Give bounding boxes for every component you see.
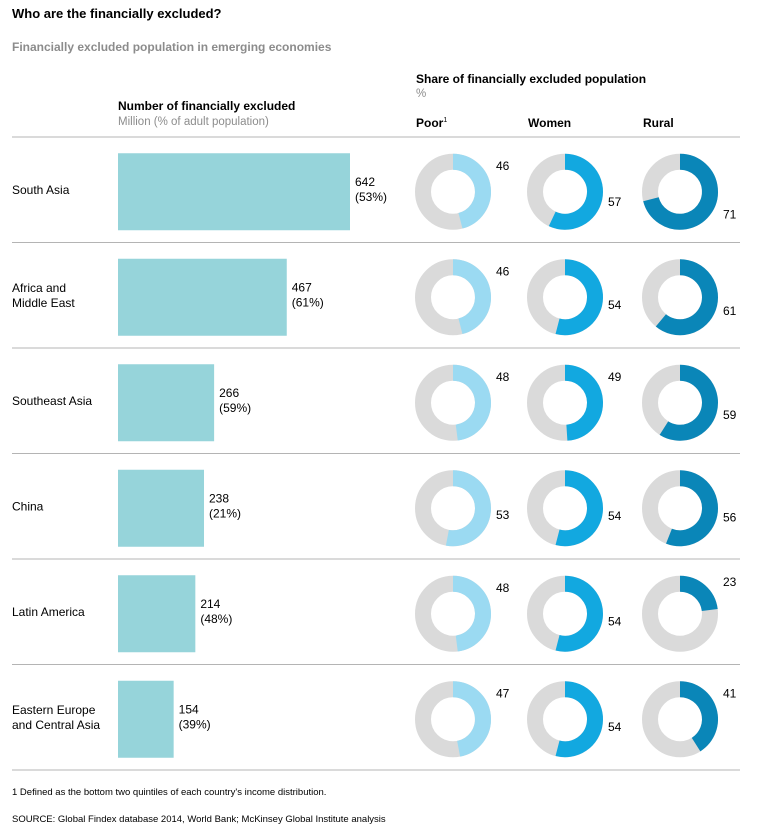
- region-label-africa-and-middle-east-line2: Middle East: [12, 296, 75, 310]
- column-header-poor: Poor1: [416, 116, 447, 130]
- bar-percent-africa-and-middle-east: (61%): [292, 295, 324, 309]
- bar-chart-header: Number of financially excluded: [118, 99, 296, 113]
- donut-value-rural-eastern-europe-and-central-asia: 41: [723, 686, 737, 700]
- donut-slice-poor-south-asia: [452, 153, 491, 229]
- bar-value-southeast-asia: 266: [219, 386, 239, 400]
- region-label-southeast-asia: Southeast Asia: [12, 394, 92, 408]
- bar-percent-eastern-europe-and-central-asia: (39%): [179, 717, 211, 731]
- donut-value-women-latin-america: 54: [608, 614, 622, 628]
- bar-africa-and-middle-east: [118, 258, 287, 336]
- donut-value-women-africa-and-middle-east: 54: [608, 298, 622, 312]
- region-label-south-asia: South Asia: [12, 183, 70, 197]
- bar-percent-latin-america: (48%): [200, 612, 232, 626]
- donut-slice-rural-eastern-europe-and-central-asia: [679, 681, 718, 752]
- chart-title: Who are the financially excluded?: [12, 6, 222, 21]
- donut-slice-women-eastern-europe-and-central-asia: [555, 681, 603, 758]
- donut-slice-women-china: [555, 470, 603, 547]
- donut-value-women-south-asia: 57: [608, 195, 622, 209]
- donut-value-rural-africa-and-middle-east: 61: [723, 304, 737, 318]
- donut-slice-poor-eastern-europe-and-central-asia: [452, 681, 491, 757]
- share-header: Share of financially excluded population: [416, 72, 647, 86]
- bar-percent-south-asia: (53%): [355, 190, 387, 204]
- donut-value-rural-south-asia: 71: [723, 208, 737, 222]
- bar-value-africa-and-middle-east: 467: [292, 280, 312, 294]
- donut-slice-rural-south-asia: [643, 153, 718, 230]
- footnote-marker: 1: [443, 117, 448, 124]
- donut-value-poor-southeast-asia: 48: [496, 370, 510, 384]
- donut-slice-women-latin-america: [555, 575, 603, 652]
- share-unit: %: [416, 88, 427, 100]
- column-header-poor-label: Poor: [416, 116, 444, 130]
- donut-slice-rural-china: [666, 470, 718, 547]
- donut-slice-women-southeast-asia: [564, 364, 603, 441]
- donut-slice-rural-latin-america: [679, 575, 718, 612]
- region-label-eastern-europe-and-central-asia-line1: Eastern Europe: [12, 703, 96, 717]
- bar-south-asia: [118, 153, 350, 231]
- donut-value-women-eastern-europe-and-central-asia: 54: [608, 720, 622, 734]
- donut-value-women-southeast-asia: 49: [608, 370, 622, 384]
- donut-value-poor-china: 53: [496, 508, 510, 522]
- donut-value-rural-latin-america: 23: [723, 575, 737, 589]
- region-label-latin-america: Latin America: [12, 605, 85, 619]
- footnote: 1 Defined as the bottom two quintiles of…: [12, 787, 327, 798]
- donut-slice-poor-southeast-asia: [452, 364, 491, 441]
- donut-slice-women-africa-and-middle-east: [555, 259, 603, 336]
- bar-percent-china: (21%): [209, 506, 241, 520]
- donut-value-poor-africa-and-middle-east: 46: [496, 264, 510, 278]
- column-header-rural: Rural: [643, 116, 674, 130]
- chart-subtitle: Financially excluded population in emerg…: [12, 40, 332, 54]
- donut-slice-rural-southeast-asia: [659, 364, 718, 441]
- source-note: SOURCE: Global Findex database 2014, Wor…: [12, 814, 386, 825]
- donut-value-women-china: 54: [608, 509, 622, 523]
- donut-slice-poor-africa-and-middle-east: [452, 259, 491, 335]
- donut-value-poor-south-asia: 46: [496, 159, 510, 173]
- bar-value-eastern-europe-and-central-asia: 154: [179, 702, 199, 716]
- bar-china: [118, 469, 205, 547]
- column-header-women: Women: [528, 116, 572, 130]
- bar-eastern-europe-and-central-asia: [118, 680, 174, 758]
- donut-slice-women-south-asia: [548, 153, 603, 230]
- region-label-eastern-europe-and-central-asia-line2: and Central Asia: [12, 718, 100, 732]
- bar-percent-southeast-asia: (59%): [219, 401, 251, 415]
- bar-value-latin-america: 214: [200, 597, 220, 611]
- bar-value-china: 238: [209, 491, 229, 505]
- region-label-china: China: [12, 499, 44, 513]
- donut-slice-rural-africa-and-middle-east: [655, 259, 718, 336]
- donut-value-rural-china: 56: [723, 511, 737, 525]
- region-label-africa-and-middle-east-line1: Africa and: [12, 281, 66, 295]
- bar-southeast-asia: [118, 364, 215, 442]
- donut-value-poor-latin-america: 48: [496, 581, 510, 595]
- bar-chart-unit: Million (% of adult population): [118, 116, 269, 128]
- donut-slice-poor-china: [445, 470, 491, 547]
- donut-value-rural-southeast-asia: 59: [723, 408, 737, 422]
- bar-latin-america: [118, 575, 196, 653]
- donut-slice-poor-latin-america: [452, 575, 491, 652]
- bar-value-south-asia: 642: [355, 175, 375, 189]
- donut-value-poor-eastern-europe-and-central-asia: 47: [496, 686, 510, 700]
